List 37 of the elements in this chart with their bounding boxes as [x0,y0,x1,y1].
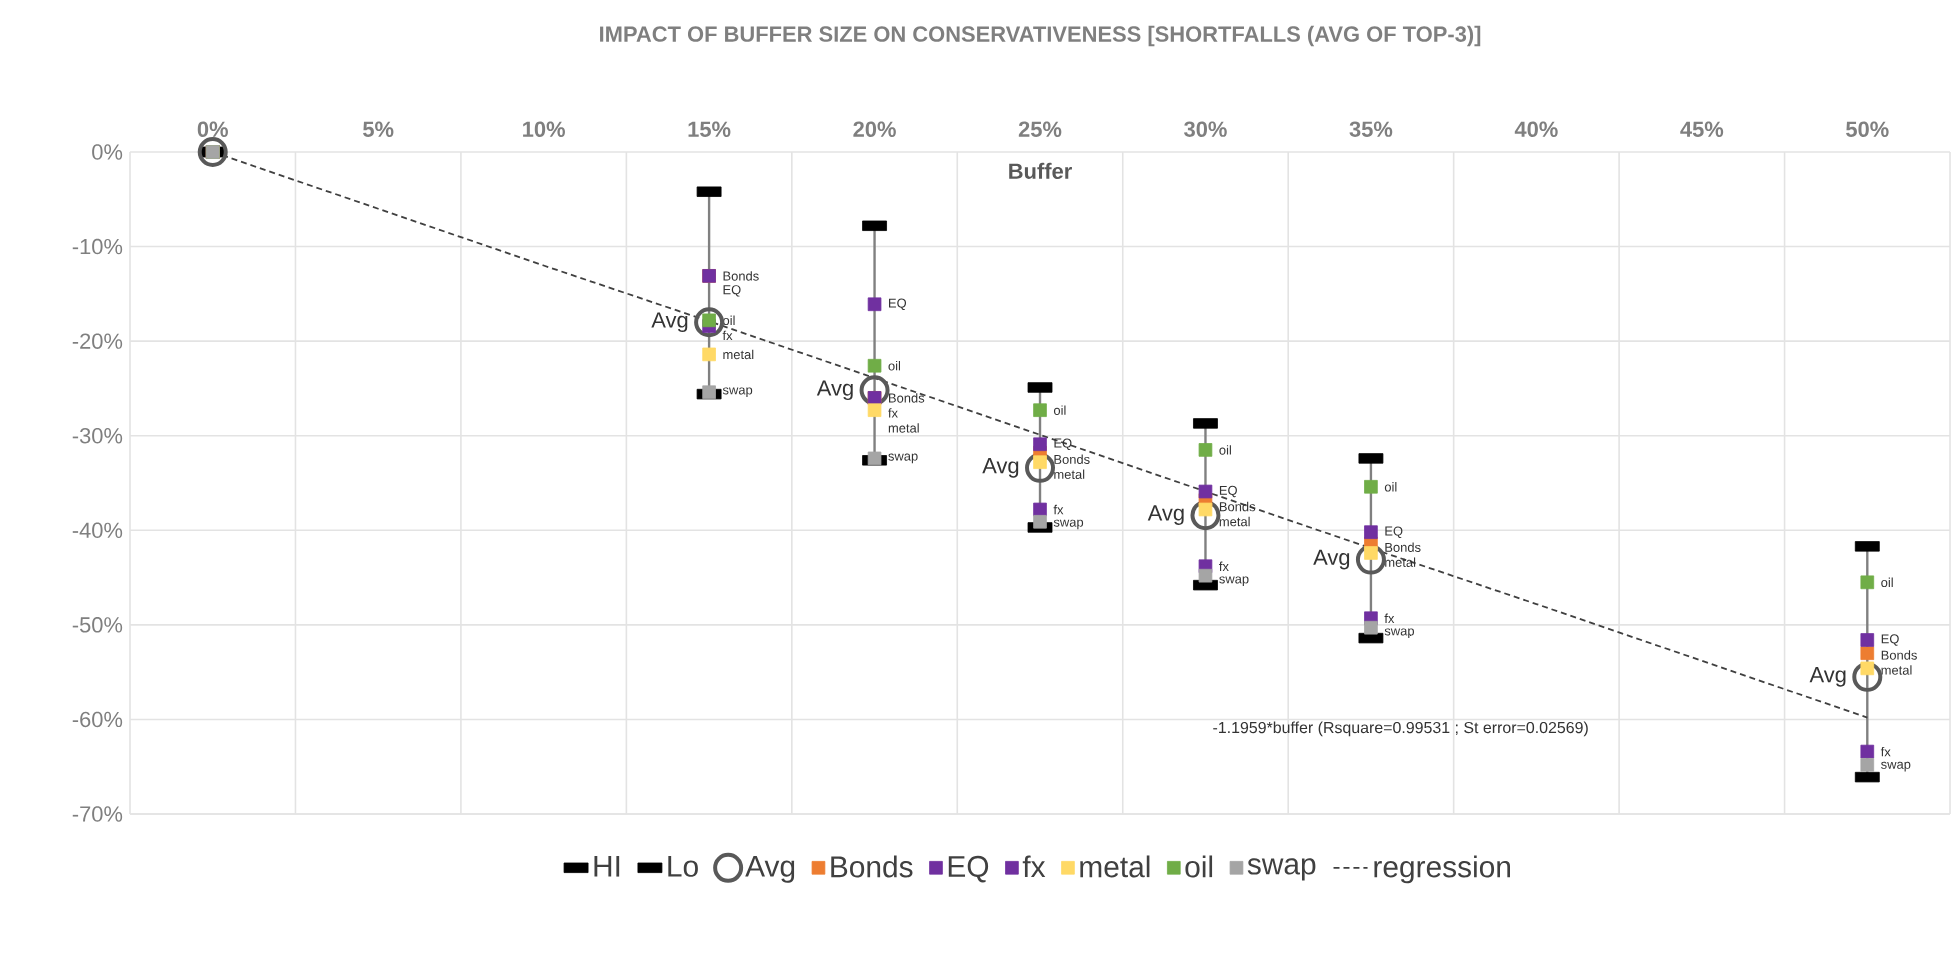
y-tick-label: -20% [72,333,123,349]
text: Avg [651,312,688,333]
legend-label: Avg [745,856,795,883]
text: Avg [982,458,1019,478]
y-tick-label: 0% [92,144,123,160]
x-tick-label: 5% [363,121,394,137]
legend-label: oil [1185,855,1213,878]
legend-label: EQ [948,855,989,883]
x-tick-label: 40% [1514,121,1558,137]
legend-label: swap [1247,858,1316,881]
text: Avg [1809,667,1846,687]
y-tick-label: -50% [72,617,123,633]
legend-label: regression [1374,855,1510,884]
x-axis-title: Buffer [1009,162,1072,179]
chart-title: IMPACT OF BUFFER SIZE ON CONSERVATIVENESS [SHORTFALLS (AVG OF TOP-3)] [600,25,1481,47]
x-tick-label: 25% [1018,121,1062,137]
x-tick-label: 35% [1349,121,1393,137]
y-tick-label: -30% [72,427,123,444]
y-tick-label: -60% [72,711,123,728]
legend-label: HI [594,856,620,877]
x-tick-label: 15% [688,121,731,137]
x-tick-label: 45% [1680,121,1724,137]
text: Avg [816,380,853,401]
x-tick-label: 50% [1846,121,1889,137]
y-tick-label: -10% [72,238,123,255]
legend-label: Lo [668,856,698,877]
x-tick-label: 10% [523,121,565,137]
legend-label: Bonds [831,855,913,878]
y-tick-label: -40% [72,522,123,539]
x-tick-label: 30% [1184,121,1227,137]
text: Avg [1147,505,1184,525]
y-tick-label: -70% [72,806,123,822]
x-tick-label: 20% [853,121,896,137]
legend-label: fx [1022,855,1046,878]
x-tick-label: 0% [197,121,228,137]
legend-label: metal [1080,855,1150,878]
text: Avg [1313,549,1350,570]
